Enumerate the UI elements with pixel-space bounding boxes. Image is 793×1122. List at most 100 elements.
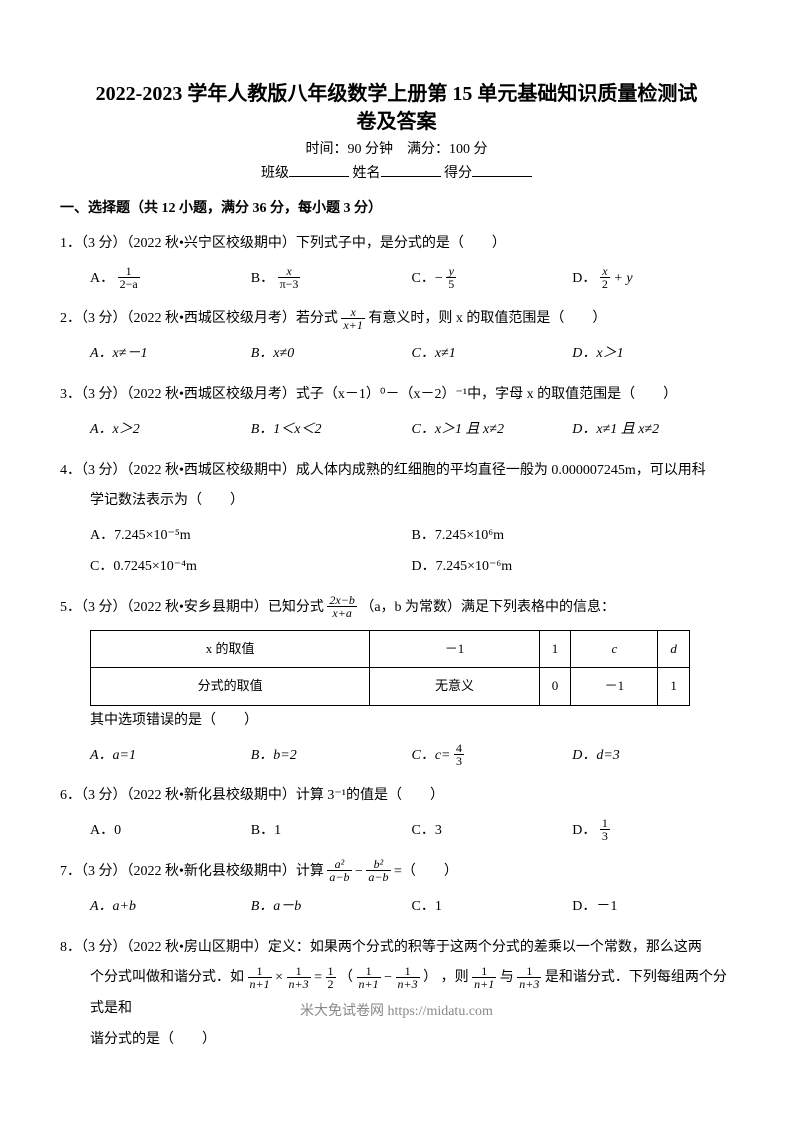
q5-stem: 5．（3 分）（2022 秋•安乡县期中）已知分式 2x−bx+a （a，b 为… — [60, 593, 733, 624]
q4-opt-b: B．7.245×10⁶m — [412, 521, 734, 552]
blank-score[interactable] — [472, 162, 532, 177]
cell: d — [658, 630, 690, 668]
q4-stem2: 学记数法表示为（ ） — [90, 486, 733, 517]
minus: − — [384, 970, 395, 985]
cell: 分式的取值 — [91, 668, 370, 706]
page-title-line2: 卷及答案 — [60, 108, 733, 136]
blank-class[interactable] — [289, 162, 349, 177]
q7-opt-a: A．a+b — [90, 892, 251, 923]
question-7: 7．（3 分）（2022 秋•新化县校级期中）计算 a²a−b − b²a−b … — [60, 857, 733, 923]
q1-b-frac: xπ−3 — [278, 265, 301, 290]
frac-den: n+1 — [472, 978, 496, 990]
label-class: 班级 — [261, 166, 289, 181]
q6-opt-b: B．1 — [251, 816, 412, 847]
q2-opt-b: B．x≠0 — [251, 339, 412, 370]
times: × — [275, 970, 286, 985]
question-6: 6．（3 分）（2022 秋•新化县校级期中）计算 3⁻¹的值是（ ） A．0 … — [60, 781, 733, 847]
q7-frac1: a²a−b — [327, 858, 351, 883]
frac-den: n+3 — [396, 978, 420, 990]
q8-frac-b3: 1n+3 — [517, 965, 541, 990]
q1-a-frac: 12−a — [118, 265, 140, 290]
q5-opt-c: C．c= 43 — [412, 741, 573, 772]
cell: c — [571, 630, 658, 668]
cell: 1 — [539, 630, 571, 668]
q8-frac-b1: 1n+3 — [287, 965, 311, 990]
question-3: 3．（3 分）（2022 秋•西城区校级月考）式子（x－1）⁰－（x－2）⁻¹中… — [60, 380, 733, 446]
blank-name[interactable] — [381, 162, 441, 177]
q6-opt-d: D． 13 — [572, 816, 733, 847]
q8-l2-pre: 个分式叫做和谐分式．如 — [90, 970, 244, 985]
table-row: x 的取值 －1 1 c d — [91, 630, 690, 668]
q7-frac2: b²a−b — [366, 858, 390, 883]
frac-den: 2 — [600, 278, 610, 290]
q3-opt-a: A．x＞2 — [90, 415, 251, 446]
cell: 0 — [539, 668, 571, 706]
frac-num: 1 — [472, 965, 496, 978]
q6-opt-c: C．3 — [412, 816, 573, 847]
frac-den: x+1 — [341, 319, 364, 331]
q4-opt-d: D．7.245×10⁻⁶m — [412, 552, 734, 583]
frac-num: 1 — [118, 265, 140, 278]
exam-page: 2022-2023 学年人教版八年级数学上册第 15 单元基础知识质量检测试 卷… — [0, 0, 793, 1042]
label-name: 姓名 — [353, 166, 381, 181]
q5-opt-b: B．b=2 — [251, 741, 412, 772]
frac-num: 1 — [248, 965, 272, 978]
q1-d-label: D． — [572, 271, 596, 286]
frac-num: 4 — [454, 742, 464, 755]
label-score: 得分 — [444, 166, 472, 181]
q7-opt-d: D．－1 — [572, 892, 733, 923]
time-full: 时间：90 分钟 满分：100 分 — [60, 140, 733, 160]
q5-stem-pre: 5．（3 分）（2022 秋•安乡县期中）已知分式 — [60, 600, 324, 615]
q4-opt-a: A．7.245×10⁻⁵m — [90, 521, 412, 552]
frac-num: x — [278, 265, 301, 278]
frac-num: 1 — [326, 965, 336, 978]
table-row: 分式的取值 无意义 0 －1 1 — [91, 668, 690, 706]
frac-num: x — [341, 306, 364, 319]
q1-d-suffix: + y — [613, 271, 632, 286]
q2-stem: 2．（3 分）（2022 秋•西城区校级月考）若分式 xx+1 有意义时，则 x… — [60, 304, 733, 335]
frac-den: 2 — [326, 978, 336, 990]
q3-opt-c: C．x＞1 且 x≠2 — [412, 415, 573, 446]
q7-stem: 7．（3 分）（2022 秋•新化县校级期中）计算 a²a−b − b²a−b … — [60, 857, 733, 888]
frac-den: n+3 — [517, 978, 541, 990]
q6-d-label: D． — [572, 823, 596, 838]
q4-stem1: 4．（3 分）（2022 秋•西城区校级期中）成人体内成熟的红细胞的平均直径一般… — [60, 456, 733, 487]
and: 与 — [500, 970, 514, 985]
q1-opt-b: B． xπ−3 — [251, 264, 412, 295]
frac-num: 1 — [396, 965, 420, 978]
q3-opt-b: B．1＜x＜2 — [251, 415, 412, 446]
page-footer: 米大免试卷网 https://midatu.com — [0, 1002, 793, 1022]
q8-l2-mid: ，则 — [441, 970, 469, 985]
q1-a-label: A． — [90, 271, 114, 286]
cell: 1 — [658, 668, 690, 706]
frac-den: π−3 — [278, 278, 301, 290]
q2-opt-a: A．x≠－1 — [90, 339, 251, 370]
frac-den: a−b — [366, 871, 390, 883]
q1-opt-c: C．− y5 — [412, 264, 573, 295]
cell: －1 — [370, 630, 539, 668]
frac-num: 1 — [357, 965, 381, 978]
frac-num: x — [600, 265, 610, 278]
q7-stem-pre: 7．（3 分）（2022 秋•新化县校级期中）计算 — [60, 864, 324, 879]
q8-line1: 8．（3 分）（2022 秋•房山区期中）定义：如果两个分式的积等于这两个分式的… — [60, 933, 733, 964]
question-4: 4．（3 分）（2022 秋•西城区校级期中）成人体内成熟的红细胞的平均直径一般… — [60, 456, 733, 583]
q5-opt-d: D．d=3 — [572, 741, 733, 772]
q5-frac: 2x−bx+a — [327, 594, 356, 619]
frac-num: 1 — [517, 965, 541, 978]
q2-opt-c: C．x≠1 — [412, 339, 573, 370]
q5-stem-suf: （a，b 为常数）满足下列表格中的信息： — [360, 600, 615, 615]
frac-den: 3 — [600, 830, 610, 842]
q1-d-frac: x2 — [600, 265, 610, 290]
page-title-line1: 2022-2023 学年人教版八年级数学上册第 15 单元基础知识质量检测试 — [60, 80, 733, 108]
rpar: ） — [423, 970, 437, 985]
q2-stem-pre: 2．（3 分）（2022 秋•西城区校级月考）若分式 — [60, 311, 338, 326]
q5-opt-a: A．a=1 — [90, 741, 251, 772]
frac-den: x+a — [327, 607, 356, 619]
frac-den: n+1 — [357, 978, 381, 990]
q6-d-frac: 13 — [600, 817, 610, 842]
question-8: 8．（3 分）（2022 秋•房山区期中）定义：如果两个分式的积等于这两个分式的… — [60, 933, 733, 1056]
q1-c-frac: y5 — [446, 265, 456, 290]
frac-num: y — [446, 265, 456, 278]
frac-den: n+1 — [248, 978, 272, 990]
q5-table: x 的取值 －1 1 c d 分式的取值 无意义 0 －1 1 — [90, 630, 690, 706]
